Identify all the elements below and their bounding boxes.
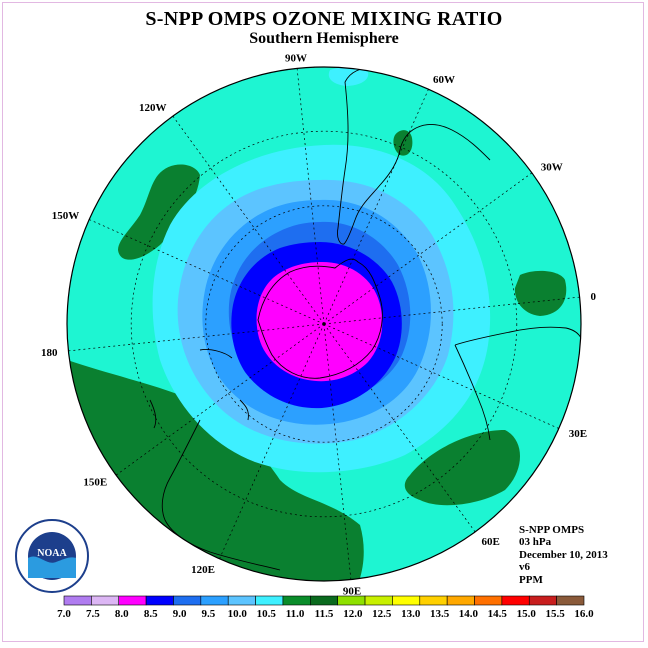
field-11-5-west-blob [118,164,200,260]
colorbar-swatch [200,595,229,606]
info-date: December 10, 2013 [519,548,608,561]
field-11-5-right-blob [514,270,567,316]
latitude-circle [130,130,518,518]
info-units: PPM [519,573,543,586]
longitude-label: 60E [482,536,500,548]
longitude-label: 150W [52,210,80,222]
colorbar-swatch [419,595,448,606]
colorbar-label: 8.5 [144,608,158,620]
longitude-label: 60W [433,74,455,86]
colorbar-label: 15.0 [517,608,537,620]
longitude-labels: 90W 60W 30W 0 30E 60E 90E 120E 150E 180 150W 120W [41,53,597,598]
colorbar-label: 10.5 [257,608,277,620]
colorbar-swatch [63,595,92,606]
colorbar-label: 12.5 [372,608,392,620]
noaa-logo-text: NOAA [37,548,67,559]
noaa-logo: NOAA [15,519,89,593]
colorbar-label: 7.0 [57,608,71,620]
longitude-label: 30W [541,162,563,174]
longitude-label: 90E [343,586,361,598]
colorbar-swatch [282,595,311,606]
latitude-circle [205,205,443,443]
colorbar-label: 7.5 [86,608,100,620]
colorbar: 7.0 7.5 8.0 8.5 9.0 9.5 10.0 10.5 11.0 11.5 12.0 12… [57,595,594,620]
map-subtitle: Southern Hemisphere [249,30,399,47]
colorbar-label: 16.0 [574,608,594,620]
colorbar-swatch [118,595,147,606]
info-version: v6 [519,561,530,574]
longitude-label: 90W [285,53,307,65]
colorbar-label: 15.5 [545,608,565,620]
colorbar-swatch [528,595,557,606]
colorbar-swatch [501,595,530,606]
colorbar-swatch [310,595,338,606]
colorbar-swatch [337,595,366,606]
colorbar-label: 14.0 [459,608,479,620]
colorbar-label: 11.5 [315,608,334,620]
colorbar-label: 13.5 [430,608,450,620]
info-panel: S-NPP OMPS 03 hPa December 10, 2013 v6 P… [519,524,608,586]
colorbar-label: 14.5 [488,608,508,620]
longitude-label: 150E [83,477,107,489]
colorbar-swatch [474,595,503,606]
colorbar-label: 10.0 [228,608,248,620]
info-instrument: S-NPP OMPS [519,524,585,536]
longitude-label: 120W [139,102,167,114]
longitude-label: 30E [569,428,587,440]
map-title: S-NPP OMPS OZONE MIXING RATIO [145,8,503,30]
info-level: 03 hPa [519,536,552,549]
colorbar-label: 9.0 [173,608,187,620]
colorbar-swatch [227,595,256,606]
colorbar-label: 9.5 [202,608,216,620]
field-11-5-east-blob [404,430,520,506]
colorbar-label: 8.0 [115,608,129,620]
image-frame [2,2,644,642]
colorbar-swatch [392,595,421,606]
colorbar-swatch [556,595,585,606]
graticule [67,67,581,581]
colorbar-swatch [255,595,284,606]
colorbar-label: 11.0 [286,608,305,620]
longitude-label: 0 [591,291,597,303]
coastlines [149,68,581,571]
colorbar-swatch [173,595,202,606]
map-boundary [66,66,582,582]
colorbar-label: 13.0 [401,608,421,620]
colorbar-label: 12.0 [343,608,363,620]
longitude-label: 180 [41,347,58,359]
colorbar-swatch [364,595,393,606]
colorbar-swatch [446,595,475,606]
longitude-label: 120E [191,564,215,576]
colorbar-swatch [91,595,120,606]
colorbar-swatch [145,595,174,606]
